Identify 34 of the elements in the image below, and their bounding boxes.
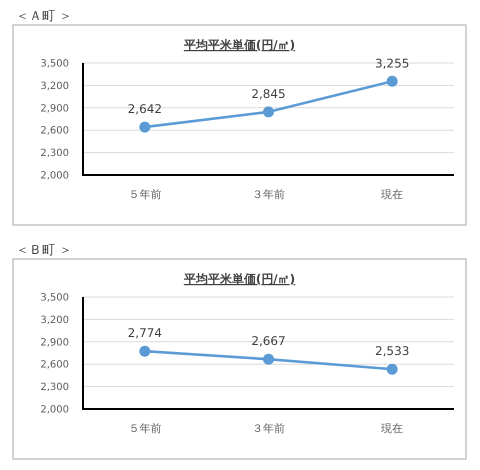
x-tick-label: ５年前 <box>128 188 162 201</box>
y-tick-label: 3,200 <box>40 314 69 326</box>
data-label: 3,255 <box>374 56 410 70</box>
y-tick-label: 2,900 <box>40 337 69 348</box>
x-tick-label: ５年前 <box>128 422 162 435</box>
chart-title: 平均平米単価(円/㎡) <box>182 272 296 286</box>
x-tick-label: ３年前 <box>252 188 285 201</box>
data-label: 2,667 <box>251 334 286 348</box>
data-label: 2,533 <box>374 344 410 358</box>
y-tick-label: 2,300 <box>40 148 69 160</box>
point <box>386 76 398 87</box>
point <box>386 364 398 375</box>
point <box>139 122 150 133</box>
data-label: 2,774 <box>128 326 162 340</box>
x-tick-label: 現在 <box>381 422 404 435</box>
text: ＜Ｂ町 ＞ <box>16 243 72 258</box>
data-label: 2,845 <box>251 86 286 101</box>
chart-title: 平均平米単価(円/㎡) <box>182 38 296 52</box>
y-tick-label: 2,600 <box>40 126 69 137</box>
x-tick-label: 現在 <box>381 188 404 201</box>
y-tick-label: 2,600 <box>40 360 69 371</box>
x-tick-label: ３年前 <box>252 422 285 435</box>
y-tick-label: 2,000 <box>40 404 69 416</box>
y-tick-label: 3,500 <box>40 58 69 70</box>
y-tick-label: 2,300 <box>40 382 69 394</box>
point <box>139 346 150 357</box>
point <box>263 106 274 118</box>
data-label: 2,642 <box>128 102 162 116</box>
y-tick-label: 2,000 <box>40 170 69 182</box>
point <box>263 354 274 365</box>
y-tick-label: 3,500 <box>40 292 69 304</box>
y-tick-label: 3,200 <box>40 80 69 92</box>
text: ＜Ａ町 ＞ <box>16 9 72 24</box>
y-tick-label: 2,900 <box>40 103 69 114</box>
